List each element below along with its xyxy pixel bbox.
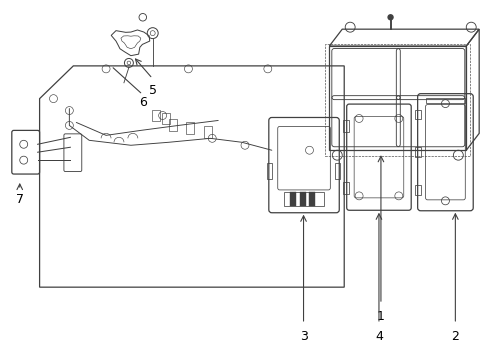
Bar <box>299 192 305 206</box>
Bar <box>328 46 466 150</box>
Bar <box>343 182 348 194</box>
Text: 6: 6 <box>139 96 146 109</box>
Bar <box>309 192 315 206</box>
Bar <box>425 98 464 103</box>
Text: 7: 7 <box>16 193 24 206</box>
Bar <box>289 192 295 206</box>
Bar <box>335 163 340 179</box>
Bar <box>414 109 420 120</box>
Bar <box>283 192 324 206</box>
Bar <box>414 147 420 157</box>
Text: 5: 5 <box>148 84 156 97</box>
Text: 2: 2 <box>450 330 458 343</box>
Text: 4: 4 <box>374 330 382 343</box>
Text: 1: 1 <box>376 310 384 323</box>
Bar <box>325 44 469 156</box>
Circle shape <box>387 15 392 20</box>
Bar <box>266 163 271 179</box>
Bar <box>343 121 348 132</box>
Text: 3: 3 <box>299 330 307 343</box>
Bar <box>414 185 420 195</box>
